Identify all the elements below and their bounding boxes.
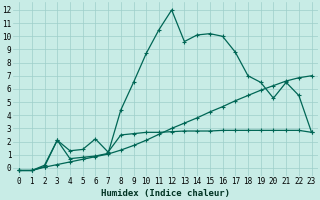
X-axis label: Humidex (Indice chaleur): Humidex (Indice chaleur)	[101, 189, 230, 198]
